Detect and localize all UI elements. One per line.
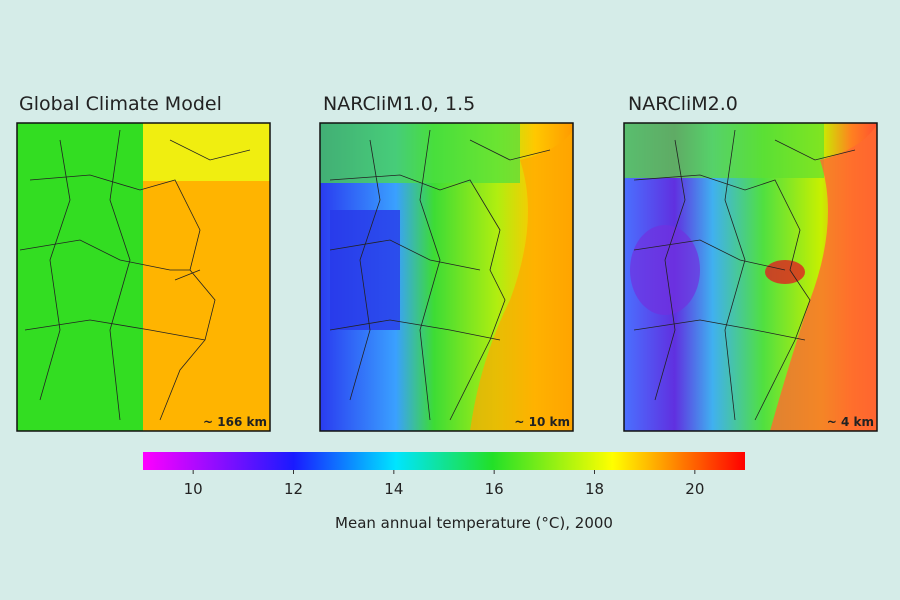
tick-label: 16 <box>485 480 504 498</box>
tick-label: 18 <box>585 480 604 498</box>
panel-title: Global Climate Model <box>19 93 222 115</box>
map-narclim2 <box>623 122 878 432</box>
tick-label: 14 <box>384 480 403 498</box>
resolution-label: ~ 10 km <box>514 415 570 429</box>
panel-title: NARCliM2.0 <box>628 93 738 115</box>
colorbar-label: Mean annual temperature (°C), 2000 <box>335 514 613 532</box>
colorbar-ticks: 10 12 14 16 18 20 <box>184 470 704 498</box>
tick-label: 20 <box>685 480 704 498</box>
colorbar <box>143 452 745 470</box>
resolution-label: ~ 166 km <box>203 415 267 429</box>
tick-label: 10 <box>184 480 203 498</box>
resolution-label: ~ 4 km <box>827 415 874 429</box>
map-narclim1 <box>319 122 574 432</box>
tick-label: 12 <box>284 480 303 498</box>
panel-title: NARCliM1.0, 1.5 <box>323 93 475 115</box>
map-gcm <box>16 122 271 432</box>
